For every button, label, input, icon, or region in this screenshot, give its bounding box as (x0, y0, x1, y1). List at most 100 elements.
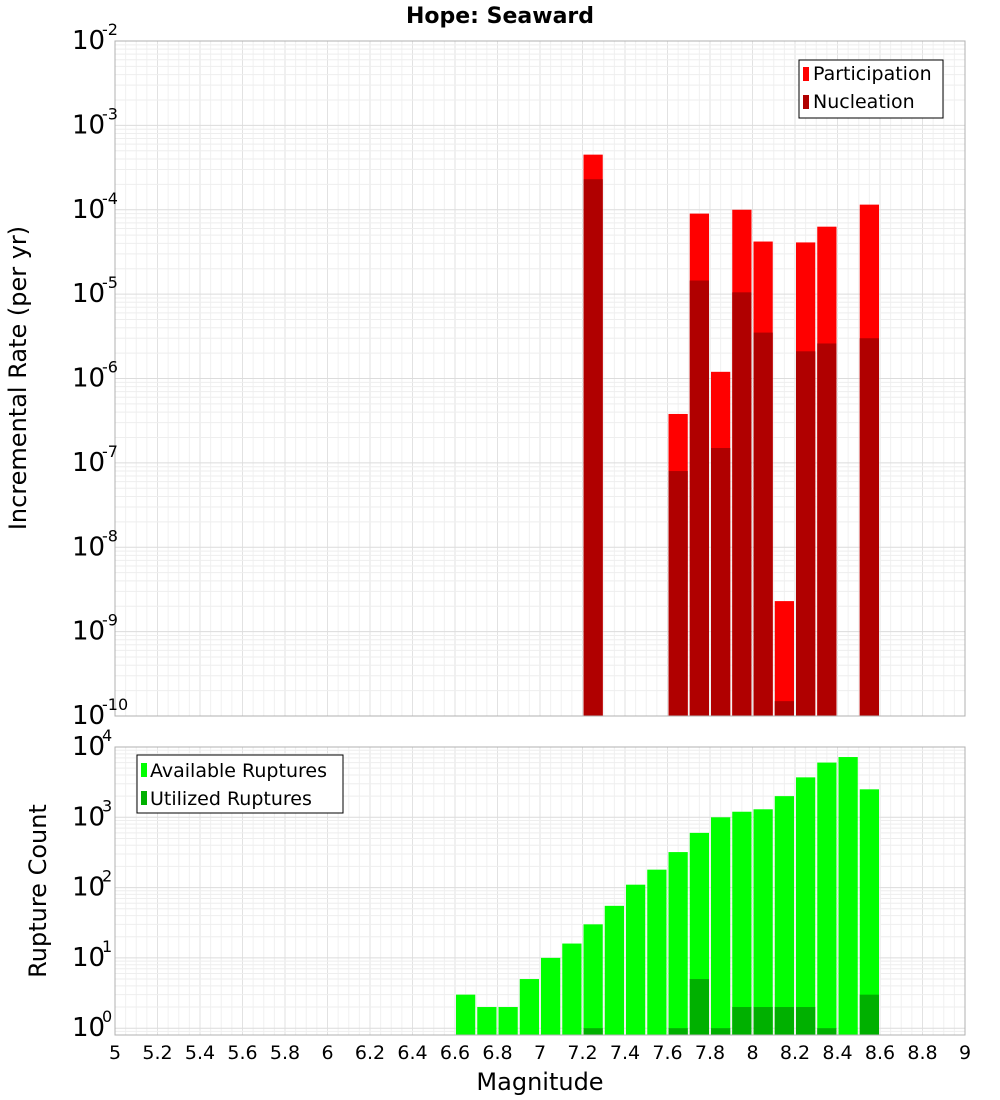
top-legend-box (798, 59, 944, 119)
legend-label-nucleation: Nucleation (813, 91, 915, 113)
bar-utilized-ruptures (796, 1007, 816, 1035)
bar-available-ruptures (583, 924, 603, 1035)
x-tick-label: 8.6 (865, 1042, 895, 1064)
y-tick-exponent: -9 (102, 611, 118, 630)
x-tick-label: 6.4 (397, 1042, 427, 1064)
x-tick-label: 8 (746, 1042, 758, 1064)
y-tick-label: 10 (72, 732, 105, 762)
legend-swatch-available-ruptures (141, 763, 147, 777)
legend-label-utilized-ruptures: Utilized Ruptures (150, 788, 312, 810)
legend-swatch-utilized-ruptures (141, 791, 147, 805)
y-tick-exponent: 1 (102, 937, 112, 956)
bar-available-ruptures (626, 884, 646, 1035)
bottom-legend: Available Ruptures Utilized Ruptures (136, 754, 344, 814)
bar-available-ruptures (477, 1007, 497, 1035)
bar-nucleation (711, 448, 731, 716)
y-tick-exponent: 4 (102, 726, 112, 745)
bar-nucleation (689, 280, 709, 716)
y-tick-exponent: -3 (102, 104, 118, 123)
bar-available-ruptures (562, 943, 582, 1035)
bar-available-ruptures (541, 957, 561, 1035)
y-tick-exponent: 0 (102, 1007, 112, 1026)
y-tick-label: 10 (72, 110, 105, 140)
bar-nucleation (796, 351, 816, 716)
bar-nucleation (668, 471, 688, 716)
bottom-plot-border (114, 746, 966, 1036)
y-tick-exponent: 3 (102, 796, 112, 815)
x-tick-label: 5.4 (185, 1042, 215, 1064)
bar-available-ruptures (753, 809, 773, 1035)
bar-utilized-ruptures (668, 1028, 688, 1035)
bar-utilized-ruptures (689, 979, 709, 1035)
bar-nucleation (817, 343, 837, 716)
x-tick-label: 5.2 (142, 1042, 172, 1064)
bar-available-ruptures (838, 757, 858, 1035)
bar-utilized-ruptures (817, 1028, 837, 1035)
y-tick-label: 10 (72, 873, 105, 903)
x-tick-label: 7.8 (695, 1042, 725, 1064)
bar-participation (774, 601, 794, 716)
y-tick-label: 10 (72, 364, 105, 394)
x-tick-label: 8.4 (822, 1042, 852, 1064)
x-tick-label: 7.2 (567, 1042, 597, 1064)
bar-available-ruptures (519, 979, 539, 1035)
legend-swatch-nucleation (803, 95, 809, 109)
x-tick-labels: 5 5.2 5.4 5.6 5.8 6 6.2 6.4 6.6 6.8 7 7.2 7.4 7.6 7.8 8… (109, 1042, 971, 1064)
x-tick-label: 6.2 (355, 1042, 385, 1064)
bar-nucleation (583, 179, 603, 716)
bar-nucleation (732, 292, 752, 716)
x-tick-label: 7.6 (652, 1042, 682, 1064)
top-bars (583, 154, 879, 717)
y-tick-label: 10 (72, 26, 105, 56)
bottom-y-axis-title: Rupture Count (24, 804, 52, 978)
y-tick-exponent: 2 (102, 867, 112, 886)
bar-available-ruptures (711, 817, 731, 1035)
y-tick-label: 10 (72, 943, 105, 973)
x-axis-title: Magnitude (476, 1068, 603, 1096)
bar-nucleation (859, 338, 879, 716)
bar-available-ruptures (647, 869, 667, 1035)
bar-available-ruptures (732, 811, 752, 1035)
x-tick-label: 6.8 (482, 1042, 512, 1064)
y-tick-exponent: -7 (102, 442, 118, 461)
legend-label-available-ruptures: Available Ruptures (150, 760, 327, 782)
chart-title: Hope: Seaward (406, 4, 594, 29)
x-tick-label: 8.8 (907, 1042, 937, 1064)
bottom-legend-box (136, 754, 344, 814)
x-tick-label: 6 (321, 1042, 333, 1064)
legend-swatch-participation (803, 67, 809, 81)
bar-available-ruptures (498, 1007, 518, 1035)
y-tick-exponent: -2 (102, 20, 118, 39)
y-tick-label: 10 (72, 1013, 105, 1043)
y-tick-label: 10 (72, 701, 105, 731)
x-tick-label: 5.6 (227, 1042, 257, 1064)
top-gridlines (114, 41, 966, 717)
bar-available-ruptures (456, 994, 476, 1035)
bottom-bars (456, 757, 879, 1035)
bar-nucleation (753, 332, 773, 716)
y-tick-exponent: -6 (102, 358, 118, 377)
bar-utilized-ruptures (732, 1007, 752, 1035)
y-tick-label: 10 (72, 195, 105, 225)
x-tick-label: 6.6 (440, 1042, 470, 1064)
bar-utilized-ruptures (753, 1007, 773, 1035)
top-y-axis-title: Incremental Rate (per yr) (4, 226, 32, 530)
bar-available-ruptures (796, 777, 816, 1035)
x-tick-label: 7.4 (610, 1042, 640, 1064)
bar-utilized-ruptures (774, 1007, 794, 1035)
x-tick-label: 8.2 (780, 1042, 810, 1064)
bar-available-ruptures (859, 789, 879, 1035)
bar-utilized-ruptures (859, 994, 879, 1035)
top-legend: Participation Nucleation (798, 59, 944, 119)
y-tick-exponent: -5 (102, 273, 118, 292)
top-plot-border (114, 40, 966, 717)
x-tick-label: 7 (534, 1042, 546, 1064)
bar-available-ruptures (817, 762, 837, 1035)
x-tick-label: 5.8 (270, 1042, 300, 1064)
bar-available-ruptures (774, 796, 794, 1035)
